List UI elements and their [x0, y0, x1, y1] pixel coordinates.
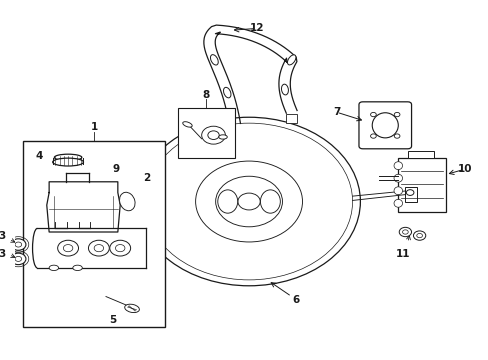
Text: 6: 6	[292, 295, 300, 305]
Ellipse shape	[210, 55, 218, 65]
Text: 2: 2	[142, 173, 150, 183]
Ellipse shape	[393, 174, 402, 182]
Ellipse shape	[49, 265, 59, 271]
Circle shape	[201, 126, 225, 144]
FancyBboxPatch shape	[358, 102, 411, 149]
Text: 9: 9	[113, 164, 120, 174]
Circle shape	[94, 244, 103, 252]
Ellipse shape	[183, 122, 192, 127]
Circle shape	[115, 179, 136, 195]
Ellipse shape	[124, 304, 139, 312]
Circle shape	[11, 239, 26, 250]
Circle shape	[109, 240, 130, 256]
Circle shape	[238, 193, 260, 210]
Ellipse shape	[287, 55, 295, 65]
Text: 11: 11	[395, 248, 409, 258]
Ellipse shape	[223, 87, 230, 98]
Circle shape	[58, 240, 79, 256]
Circle shape	[370, 134, 375, 138]
Circle shape	[393, 112, 399, 117]
Circle shape	[393, 134, 399, 138]
Bar	[23, 140, 165, 327]
Circle shape	[413, 231, 425, 240]
Circle shape	[115, 244, 124, 252]
Text: 8: 8	[203, 90, 210, 100]
Circle shape	[121, 184, 130, 191]
Ellipse shape	[393, 199, 402, 207]
Bar	[285, 114, 297, 123]
Circle shape	[215, 176, 282, 227]
Text: 3: 3	[0, 248, 5, 258]
Text: 1: 1	[90, 122, 98, 132]
Text: 3: 3	[0, 231, 5, 240]
Bar	[407, 150, 433, 158]
Circle shape	[416, 233, 422, 238]
Circle shape	[88, 240, 109, 256]
Ellipse shape	[218, 135, 227, 139]
Ellipse shape	[54, 154, 81, 161]
Ellipse shape	[281, 84, 288, 95]
Text: 10: 10	[456, 164, 471, 174]
Circle shape	[138, 117, 360, 286]
Circle shape	[63, 244, 73, 252]
Ellipse shape	[217, 190, 237, 213]
Bar	[405, 187, 416, 202]
Text: 4: 4	[36, 151, 43, 161]
Circle shape	[398, 227, 411, 237]
Circle shape	[207, 131, 219, 139]
Circle shape	[406, 190, 413, 195]
Circle shape	[402, 230, 407, 234]
Ellipse shape	[371, 113, 398, 138]
Circle shape	[145, 123, 352, 280]
Text: 5: 5	[109, 315, 117, 325]
Bar	[398, 158, 445, 212]
Bar	[178, 108, 234, 158]
Text: 7: 7	[332, 107, 340, 117]
Circle shape	[195, 161, 302, 242]
Circle shape	[15, 256, 21, 261]
Ellipse shape	[119, 192, 135, 211]
Circle shape	[11, 253, 26, 265]
Circle shape	[15, 242, 21, 247]
Ellipse shape	[73, 265, 82, 271]
Text: 12: 12	[249, 23, 264, 33]
Circle shape	[370, 112, 375, 117]
Ellipse shape	[393, 187, 402, 195]
Ellipse shape	[260, 190, 280, 213]
Ellipse shape	[53, 158, 83, 166]
Ellipse shape	[393, 162, 402, 170]
